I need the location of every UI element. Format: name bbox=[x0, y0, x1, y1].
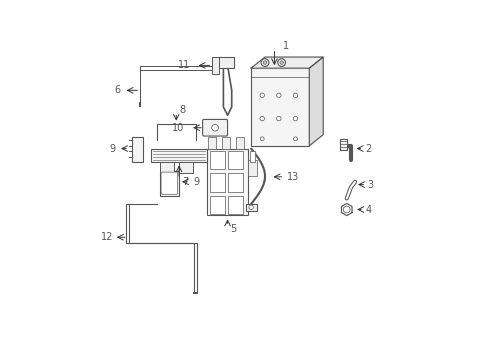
Circle shape bbox=[277, 116, 281, 121]
Bar bbox=[132, 138, 143, 162]
Bar bbox=[251, 68, 309, 146]
Bar bbox=[151, 149, 207, 162]
Text: 9: 9 bbox=[109, 144, 115, 153]
Text: 5: 5 bbox=[230, 224, 237, 234]
Text: 6: 6 bbox=[115, 85, 121, 95]
Bar bbox=[250, 151, 255, 162]
FancyBboxPatch shape bbox=[161, 172, 178, 194]
Bar bbox=[227, 174, 243, 192]
Bar bbox=[212, 57, 219, 74]
Bar bbox=[227, 151, 243, 169]
Polygon shape bbox=[309, 57, 323, 146]
Text: 8: 8 bbox=[179, 105, 185, 115]
Text: 10: 10 bbox=[172, 123, 185, 133]
Circle shape bbox=[263, 61, 267, 64]
FancyBboxPatch shape bbox=[203, 120, 227, 136]
Circle shape bbox=[294, 137, 297, 141]
Text: 1: 1 bbox=[283, 41, 289, 51]
Text: 11: 11 bbox=[178, 60, 190, 70]
Polygon shape bbox=[251, 57, 323, 68]
Bar bbox=[210, 174, 225, 192]
Bar bbox=[248, 159, 257, 176]
Circle shape bbox=[343, 206, 350, 213]
Text: 3: 3 bbox=[368, 180, 374, 190]
Bar bbox=[208, 138, 217, 149]
Circle shape bbox=[277, 93, 281, 98]
Bar bbox=[179, 162, 193, 174]
Text: 2: 2 bbox=[365, 144, 371, 153]
Circle shape bbox=[212, 125, 219, 131]
Circle shape bbox=[293, 116, 298, 121]
Circle shape bbox=[260, 93, 265, 98]
Bar bbox=[245, 204, 257, 211]
Bar bbox=[160, 171, 179, 195]
Text: 4: 4 bbox=[366, 204, 371, 215]
Polygon shape bbox=[342, 203, 352, 216]
Bar bbox=[207, 149, 248, 215]
Bar bbox=[340, 139, 347, 150]
Circle shape bbox=[260, 116, 265, 121]
Bar bbox=[218, 57, 235, 68]
Bar bbox=[236, 138, 244, 149]
Bar bbox=[210, 151, 225, 169]
Circle shape bbox=[260, 137, 264, 141]
Bar bbox=[210, 195, 225, 214]
Bar bbox=[160, 162, 173, 174]
Text: 13: 13 bbox=[287, 172, 299, 182]
Text: 12: 12 bbox=[101, 232, 113, 242]
Circle shape bbox=[261, 59, 269, 67]
Bar bbox=[227, 195, 243, 214]
Text: 7: 7 bbox=[182, 177, 188, 187]
Text: 9: 9 bbox=[193, 177, 199, 187]
Circle shape bbox=[280, 61, 283, 64]
Circle shape bbox=[278, 59, 286, 67]
Circle shape bbox=[293, 93, 298, 98]
Circle shape bbox=[249, 205, 253, 210]
Bar bbox=[222, 138, 230, 149]
